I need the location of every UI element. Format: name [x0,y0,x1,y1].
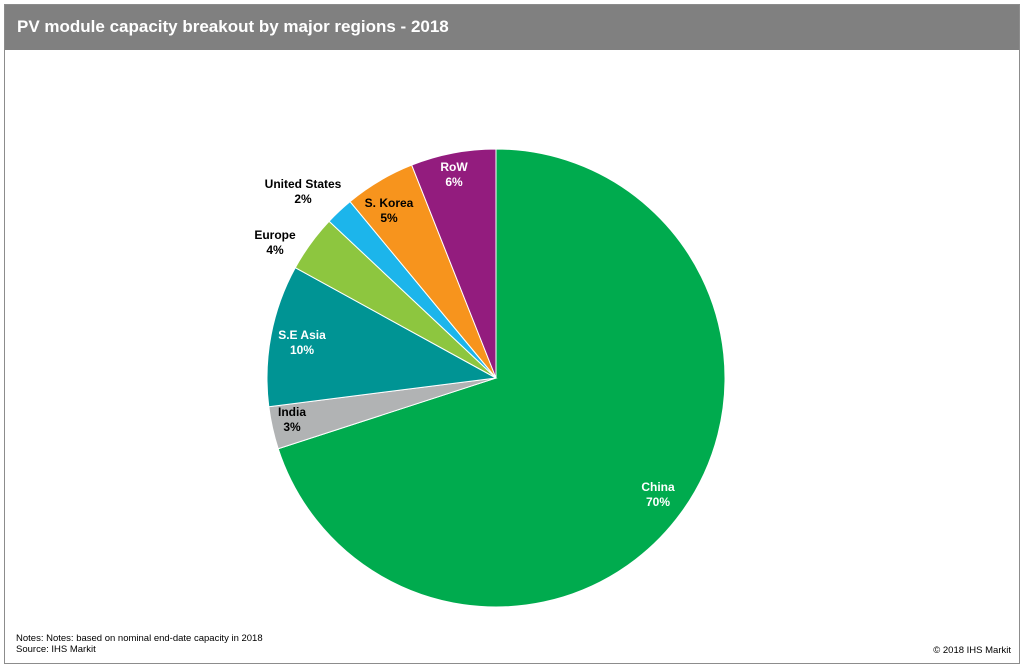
slice-value-s-e-asia: 10% [290,343,314,357]
slice-value-united-states: 2% [294,192,312,206]
footer-notes: Notes: Notes: based on nominal end-date … [16,633,263,655]
pie-slice-row [411,148,497,379]
title-bar: PV module capacity breakout by major reg… [5,5,1019,50]
slice-label-india: India [278,405,306,419]
chart-frame: PV module capacity breakout by major reg… [4,4,1020,664]
pie-slice-s-e-asia [266,266,498,408]
slice-label-row: RoW [440,160,468,174]
notes-text: Notes: Notes: based on nominal end-date … [16,633,263,644]
slice-label-united-states: United States [265,177,342,191]
slice-value-europe: 4% [266,243,284,257]
source-text: Source: IHS Markit [16,644,96,655]
slice-value-s-korea: 5% [380,211,398,225]
chart-title: PV module capacity breakout by major reg… [17,17,449,36]
slice-value-china: 70% [646,495,670,509]
copyright-text: © 2018 IHS Markit [933,645,1011,656]
slice-label-europe: Europe [254,228,296,242]
slice-value-india: 3% [283,420,301,434]
pie-slice-china [277,148,726,608]
slice-label-s-e-asia: S.E Asia [278,328,326,342]
slice-label-s-korea: S. Korea [365,196,414,210]
slice-label-china: China [641,480,675,494]
slice-value-row: 6% [445,175,463,189]
